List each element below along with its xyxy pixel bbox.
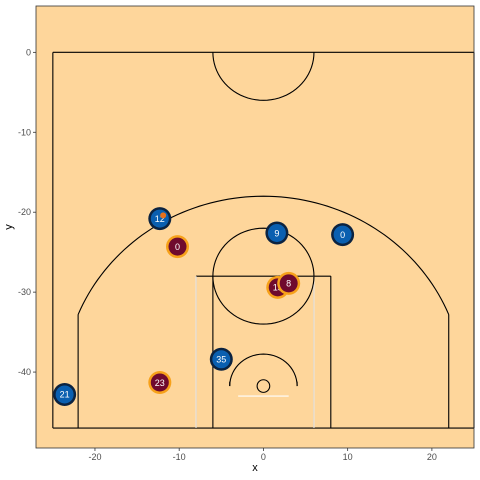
player-marker-team-b: 0: [166, 235, 190, 259]
axes: -20 -10 0 10 20 0 -10 -20 -30 -40: [18, 47, 437, 462]
x-tick-label: 0: [261, 452, 266, 462]
player-dot: [55, 385, 74, 404]
court-restricted-arc: [229, 353, 298, 387]
court-three-point-arc: [77, 195, 450, 315]
player-dot: [150, 373, 169, 392]
y-tick-label: -30: [18, 287, 31, 297]
y-tick-label: -40: [18, 367, 31, 377]
x-tick-label: -10: [173, 452, 186, 462]
player-number-label: 23: [155, 378, 165, 388]
y-axis-title: y: [3, 224, 15, 230]
x-axis-title: x: [252, 462, 258, 474]
x-tick-label: -20: [88, 452, 101, 462]
player-marker-team-a: 9: [265, 221, 289, 245]
player-marker-team-a: 0: [331, 223, 355, 247]
player-marker-team-a: 12: [148, 207, 172, 231]
court-center-circle: [212, 52, 315, 101]
player-number-label: 13: [273, 283, 283, 293]
court-free-throw-circle-top: [212, 227, 315, 277]
player-number-label: 9: [274, 228, 279, 238]
player-number-label: 0: [340, 230, 345, 240]
panel-border: [35, 5, 475, 449]
player-marker-team-a: 21: [53, 382, 77, 406]
player-marker-team-b: 8: [277, 271, 301, 295]
player-number-label: 12: [155, 214, 165, 224]
court-hoop: [256, 379, 271, 393]
player-number-label: 8: [286, 279, 291, 289]
x-tick-label: 10: [343, 452, 353, 462]
x-tick-label: 20: [427, 452, 437, 462]
y-tick-label: 0: [26, 47, 31, 57]
player-number-label: 21: [60, 390, 70, 400]
player-marker-team-b: 23: [148, 370, 172, 394]
player-dot: [168, 237, 187, 256]
player-dot: [212, 350, 231, 369]
plot-panel: [36, 6, 474, 448]
ball-marker: [160, 212, 167, 219]
y-tick-label: -20: [18, 207, 31, 217]
player-markers: 12 9 0 35 21 0 13 8 23: [53, 207, 355, 406]
player-dot: [333, 225, 352, 244]
player-number-label: 35: [216, 355, 226, 365]
player-number-label: 0: [175, 242, 180, 252]
player-marker-team-a: 35: [209, 347, 233, 371]
player-dot: [267, 223, 286, 242]
player-dot: [279, 274, 298, 293]
court-free-throw-circle-bottom: [212, 276, 315, 325]
y-tick-label: -10: [18, 127, 31, 137]
